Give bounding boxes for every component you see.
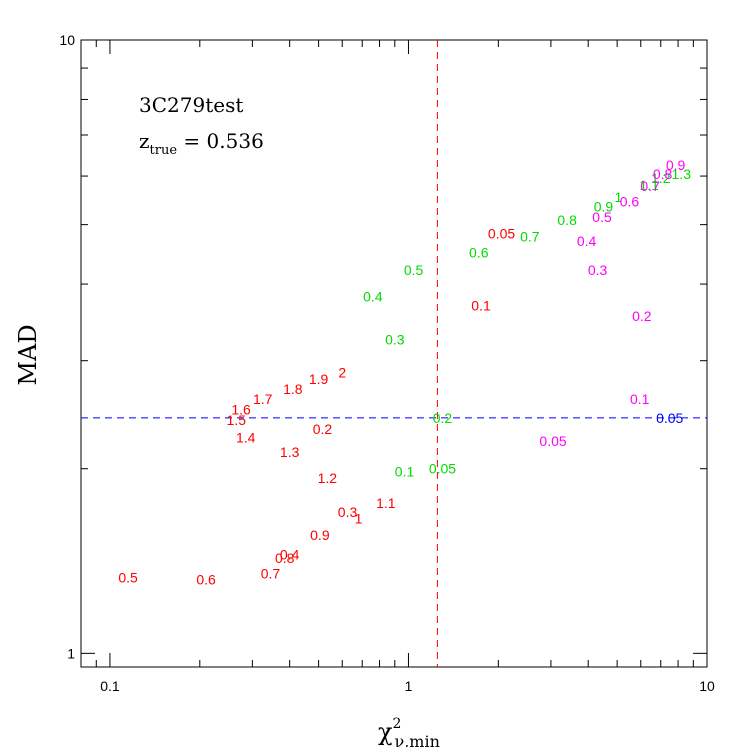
axis-ticks: 0.1 1 10 1 10 [59, 32, 715, 694]
data-point-label: 0.4 [363, 288, 383, 304]
data-point-label: 0.9 [666, 157, 686, 173]
data-point-label: 0.4 [577, 233, 597, 249]
x-tick-label: 10 [699, 678, 715, 694]
data-marks: 0.5 0.6 0.70.80.40.90.311.11.21.31.41.51.6… [118, 157, 691, 587]
data-point-label: 0.2 [632, 308, 652, 324]
data-point-label: 1.2 [318, 470, 338, 486]
data-point-label: 1.8 [283, 381, 303, 397]
data-point-label: 0.6 [196, 571, 216, 587]
y-tick-label: 10 [59, 32, 75, 48]
data-point-label: 0.8 [275, 550, 295, 566]
data-point-label: 0.5 [404, 262, 424, 278]
annotation-source-name: 3C279test [139, 93, 243, 117]
data-point-label: 1.3 [280, 444, 300, 460]
data-point-label: 0.2 [433, 410, 453, 426]
data-point-label: 1.2 [651, 170, 671, 186]
data-point-label: 0.1 [471, 298, 491, 314]
data-point-label: 1.5 [227, 412, 247, 428]
data-point-label: 1 [615, 189, 623, 205]
data-point-label: 1.1 [639, 177, 659, 193]
reference-lines [81, 40, 707, 667]
data-point-label: 2 [338, 365, 346, 381]
plot-frame [80, 39, 708, 668]
data-point-label: 1.6 [231, 401, 251, 417]
data-point-label: 1.3 [672, 166, 692, 182]
data-point-label: 0.8 [653, 166, 673, 182]
data-point-label: 1.4 [236, 429, 256, 445]
data-point-label: 0.5 [592, 209, 612, 225]
data-point-label: 1 [355, 510, 363, 526]
y-tick-label: 1 [67, 645, 75, 661]
data-point-label: 0.3 [385, 331, 405, 347]
data-point-label: 0.2 [313, 421, 333, 437]
data-point-label: 0.8 [557, 212, 577, 228]
data-point-label: 0.05 [429, 461, 456, 477]
data-point-label: 0.9 [594, 199, 614, 215]
x-tick-label: 1 [405, 678, 413, 694]
data-point-label: 0.4 [280, 546, 300, 562]
y-axis-title: MAD [14, 324, 42, 385]
data-point-label: 0.1 [395, 463, 415, 479]
x-axis-title: χ2 ν,min [378, 716, 440, 747]
data-point-label: 0.05 [656, 410, 683, 426]
data-point-label: 1.1 [376, 495, 396, 511]
x-tick-label: 0.1 [100, 678, 120, 694]
data-point-label: 1.9 [309, 371, 329, 387]
data-point-label: 0.9 [310, 527, 330, 543]
data-point-label: 0.5 [118, 569, 138, 585]
data-point-label: 0.7 [261, 565, 281, 581]
data-point-label: 0.1 [630, 391, 650, 407]
data-point-label: 0.6 [469, 245, 489, 261]
data-point-label: 0.6 [620, 194, 640, 210]
data-point-label: 1.7 [253, 391, 273, 407]
data-point-label: 0.05 [488, 225, 515, 241]
data-point-label: 0.7 [640, 178, 660, 194]
data-point-label: 0.3 [588, 262, 608, 278]
data-point-label: 0.7 [520, 229, 540, 245]
data-point-label: 0.05 [539, 433, 566, 449]
annotation-redshift: ztrue = 0.536 [139, 129, 264, 158]
data-point-label: 0.3 [338, 504, 358, 520]
